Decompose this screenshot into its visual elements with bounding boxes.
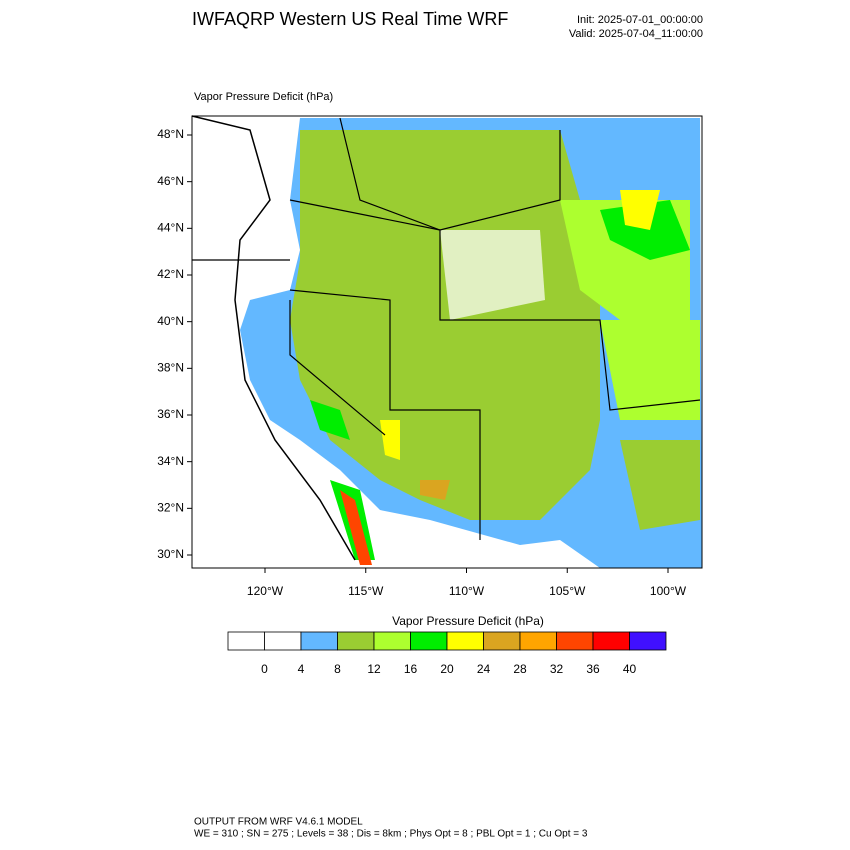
colorbar-box bbox=[300, 631, 338, 651]
title: IWFAQRP Western US Real Time WRF bbox=[192, 9, 508, 29]
colorbar-label: 24 bbox=[477, 662, 491, 676]
lat-tick-label: 40°N bbox=[157, 314, 184, 328]
lon-tick-label: 110°W bbox=[449, 584, 485, 598]
lat-tick-label: 38°N bbox=[157, 361, 184, 375]
lat-tick-label: 36°N bbox=[157, 407, 184, 421]
colorbar-box bbox=[227, 631, 265, 651]
lat-tick-label: 48°N bbox=[157, 127, 184, 141]
colorbar-title: Vapor Pressure Deficit (hPa) bbox=[392, 614, 544, 628]
colorbar-label: 16 bbox=[404, 662, 418, 676]
colorbar-label: 28 bbox=[513, 662, 527, 676]
colorbar-label: 32 bbox=[550, 662, 564, 676]
lat-tick-label: 44°N bbox=[157, 221, 184, 235]
lon-tick-label: 115°W bbox=[348, 584, 384, 598]
colorbar-label: 4 bbox=[298, 662, 305, 676]
valid-time: Valid: 2025-07-04_11:00:00 bbox=[569, 28, 703, 40]
footer-line: OUTPUT FROM WRF V4.6.1 MODEL bbox=[194, 817, 363, 828]
colorbar-box bbox=[446, 631, 484, 651]
lon-tick-label: 120°W bbox=[247, 584, 284, 598]
colorbar-box bbox=[410, 631, 448, 651]
colorbar-box bbox=[337, 631, 375, 651]
lat-tick-label: 34°N bbox=[157, 454, 184, 468]
colorbar-label: 40 bbox=[623, 662, 637, 676]
lat-tick-label: 32°N bbox=[157, 501, 184, 515]
colorbar-label: 20 bbox=[440, 662, 454, 676]
colorbar-label: 36 bbox=[586, 662, 600, 676]
lat-tick-label: 46°N bbox=[157, 174, 184, 188]
lat-tick-label: 42°N bbox=[157, 267, 184, 281]
colorbar-box bbox=[629, 631, 667, 651]
field-label: Vapor Pressure Deficit (hPa) bbox=[194, 91, 333, 103]
colorbar-label: 8 bbox=[334, 662, 341, 676]
map-field bbox=[191, 115, 703, 569]
colorbar-label: 0 bbox=[261, 662, 268, 676]
lon-tick-label: 100°W bbox=[650, 584, 687, 598]
colorbar-box bbox=[373, 631, 411, 651]
colorbar-box bbox=[556, 631, 594, 651]
colorbar-label: 12 bbox=[367, 662, 381, 676]
colorbar-box bbox=[483, 631, 521, 651]
colorbar-box bbox=[519, 631, 557, 651]
init-time: Init: 2025-07-01_00:00:00 bbox=[577, 14, 703, 26]
colorbar-box bbox=[592, 631, 630, 651]
lat-tick-label: 30°N bbox=[157, 547, 184, 561]
colorbar-box bbox=[264, 631, 302, 651]
lon-tick-label: 105°W bbox=[549, 584, 586, 598]
footer-line: WE = 310 ; SN = 275 ; Levels = 38 ; Dis … bbox=[194, 829, 588, 840]
